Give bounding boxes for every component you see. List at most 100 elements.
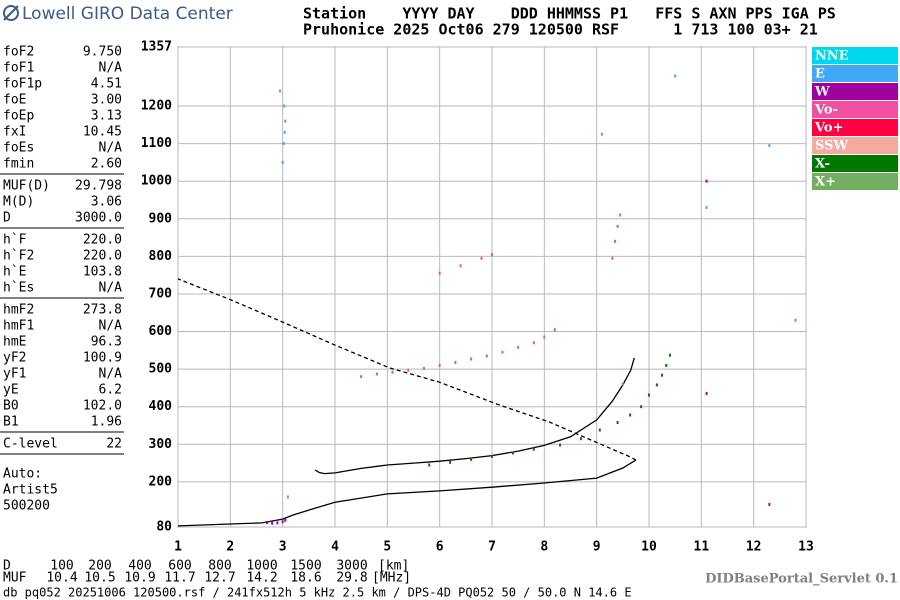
echo-point — [282, 142, 285, 146]
param-name: B0 — [3, 399, 19, 414]
param-name: foEp — [3, 109, 34, 124]
x-tick-label: 13 — [798, 540, 814, 555]
trace-line — [177, 278, 637, 461]
legend-label: W — [814, 85, 830, 100]
echo-point — [668, 353, 671, 357]
echo-point — [665, 363, 668, 367]
echo-point — [553, 328, 556, 332]
x-tick-label: 10 — [641, 540, 657, 555]
echo-point — [271, 521, 274, 525]
legend-label: SSW — [815, 139, 848, 154]
muf-value: 14.2 — [246, 571, 277, 586]
param-name: hmF2 — [3, 303, 34, 318]
echo-point — [470, 457, 473, 461]
param-name: M(D) — [3, 195, 34, 210]
echo-point — [286, 495, 289, 499]
muf-value: 10.9 — [124, 571, 155, 586]
header-line: Pruhonice 2025 Oct06 279 120500 RSF 1 71… — [303, 21, 818, 39]
muf-value: 29.8 — [336, 571, 367, 586]
param-value: 100.9 — [83, 351, 122, 366]
echo-point — [619, 213, 622, 217]
echo-point — [454, 360, 457, 364]
logo-text: Lowell GIRO Data Center — [22, 4, 233, 24]
y-tick-label: 400 — [149, 399, 173, 414]
param-value: 273.8 — [83, 303, 122, 318]
y-tick-label: 1100 — [141, 136, 172, 151]
echo-point — [616, 421, 619, 425]
param-name: yE — [3, 383, 19, 398]
echo-point — [794, 318, 797, 322]
param-value: 3.00 — [91, 93, 122, 108]
param-value: 102.0 — [83, 399, 122, 414]
y-tick-label: 1000 — [141, 174, 172, 189]
x-tick-label: 9 — [593, 540, 601, 555]
echo-point — [459, 264, 462, 268]
y-tick-label: 200 — [149, 474, 173, 489]
auto-text: Artist5 — [3, 483, 58, 498]
echo-point — [674, 74, 677, 78]
param-value: 1.96 — [91, 415, 122, 430]
echo-point — [491, 454, 493, 458]
param-value: N/A — [99, 61, 123, 76]
echo-point — [768, 143, 771, 147]
muf-label: MUF — [3, 571, 27, 586]
echo-point — [470, 357, 473, 361]
echo-point — [559, 443, 562, 447]
echo-point — [265, 520, 268, 524]
x-tick-label: 6 — [436, 540, 444, 555]
echo-point — [613, 239, 616, 243]
param-name: foF1 — [3, 61, 34, 76]
echo-point — [284, 518, 287, 522]
param-value: 220.0 — [83, 233, 122, 248]
d-value: 200 — [88, 559, 111, 574]
echo-point — [375, 372, 378, 376]
x-tick-label: 2 — [226, 540, 234, 555]
echo-point — [283, 104, 286, 108]
echo-point — [640, 405, 643, 409]
echo-point — [281, 160, 284, 164]
echo-point — [449, 460, 452, 464]
y-tick-label: 80 — [156, 520, 172, 535]
param-value: 22 — [106, 437, 122, 452]
param-value: 9.750 — [83, 45, 122, 60]
muf-value: 10.5 — [84, 571, 115, 586]
param-name: foEs — [3, 141, 34, 156]
muf-value: 12.7 — [204, 571, 235, 586]
servlet: DIDBasePortal_Servlet 0.1 — [705, 572, 898, 587]
y-tick-label: 500 — [149, 362, 173, 377]
echo-point — [485, 354, 488, 358]
logo — [3, 5, 19, 21]
header-line: Station YYYY DAY DDD HHMMSS P1 FFS S AXN… — [303, 5, 836, 23]
echo-point — [391, 370, 394, 374]
echo-point — [705, 179, 708, 183]
param-name: hmF1 — [3, 319, 34, 334]
legend-swatch — [812, 65, 898, 82]
trace-line — [314, 357, 635, 475]
legend-label: E — [815, 67, 825, 82]
echo-point — [283, 130, 286, 134]
param-name: foF1p — [3, 77, 42, 92]
param-value: 220.0 — [83, 249, 122, 264]
echo-point — [768, 502, 771, 506]
echo-point — [705, 206, 708, 210]
param-name: h`F — [3, 233, 27, 248]
echo-point — [621, 382, 624, 386]
param-value: 2.60 — [91, 157, 122, 172]
muf-unit: [MHz] — [372, 571, 411, 586]
param-value: 10.45 — [83, 125, 122, 140]
param-name: B1 — [3, 415, 19, 430]
echo-point — [661, 373, 664, 377]
param-name: yF1 — [3, 367, 26, 382]
x-tick-label: 4 — [331, 540, 339, 555]
echo-point — [501, 350, 504, 354]
echo-point — [532, 341, 535, 345]
echo-point — [360, 375, 363, 379]
legend-swatch — [812, 119, 898, 136]
y-tick-label: 800 — [149, 249, 173, 264]
param-value: 29.798 — [75, 179, 122, 194]
x-tick-label: 7 — [488, 540, 496, 555]
echo-point — [517, 345, 520, 349]
echo-point — [480, 256, 483, 260]
echo-point — [284, 119, 287, 123]
